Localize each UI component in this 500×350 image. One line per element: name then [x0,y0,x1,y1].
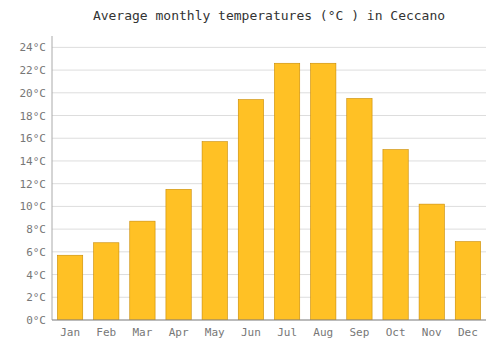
x-tick-label: Jun [241,326,261,339]
x-tick-label: Sep [349,326,369,339]
x-tick-label: Oct [386,326,406,339]
grid-line [52,320,486,321]
x-tick-label: Jan [60,326,80,339]
x-tick-label: Aug [313,326,333,339]
y-tick-label: 8°C [26,223,46,236]
bar [455,242,480,320]
grid-line [52,183,486,184]
bar [419,204,444,320]
grid-line [52,138,486,139]
bars [57,63,480,320]
bar [347,98,372,320]
bar [383,150,408,320]
y-tick-label: 4°C [26,269,46,282]
x-tick-label: Dec [458,326,478,339]
x-tick-label: Mar [132,326,152,339]
y-tick-label: 16°C [20,132,47,145]
grid [52,47,486,320]
bar [130,221,155,320]
bar [57,255,82,320]
page: {"chart_data": {"type": "bar", "title": … [0,0,500,350]
y-tick-label: 24°C [20,41,47,54]
bar [238,100,263,320]
bar [166,189,191,320]
x-tick-label: Apr [169,326,189,339]
x-tick-label: Jul [277,326,297,339]
grid-line [52,115,486,116]
y-tick-label: 10°C [20,200,47,213]
bar [274,63,299,320]
y-tick-label: 20°C [20,87,47,100]
grid-line [52,160,486,161]
x-tick-label: May [205,326,225,339]
bar [94,243,119,320]
bar [311,63,336,320]
x-tick-label: Feb [96,326,116,339]
y-tick-label: 0°C [26,314,46,327]
x-axis-line [52,320,486,321]
grid-line [52,70,486,71]
chart: Average monthly temperatures (°C ) in Ce… [0,0,500,350]
grid-line [52,92,486,93]
y-tick-label: 2°C [26,291,46,304]
y-tick-label: 22°C [20,64,47,77]
y-tick-label: 6°C [26,246,46,259]
y-tick-label: 14°C [20,155,47,168]
y-axis-line [52,36,53,320]
title: Average monthly temperatures (°C ) in Ce… [93,8,445,23]
y-tick-label: 12°C [20,178,47,191]
y-tick-label: 18°C [20,110,47,123]
bar [202,142,227,320]
x-tick-label: Nov [422,326,442,339]
grid-line [52,47,486,48]
